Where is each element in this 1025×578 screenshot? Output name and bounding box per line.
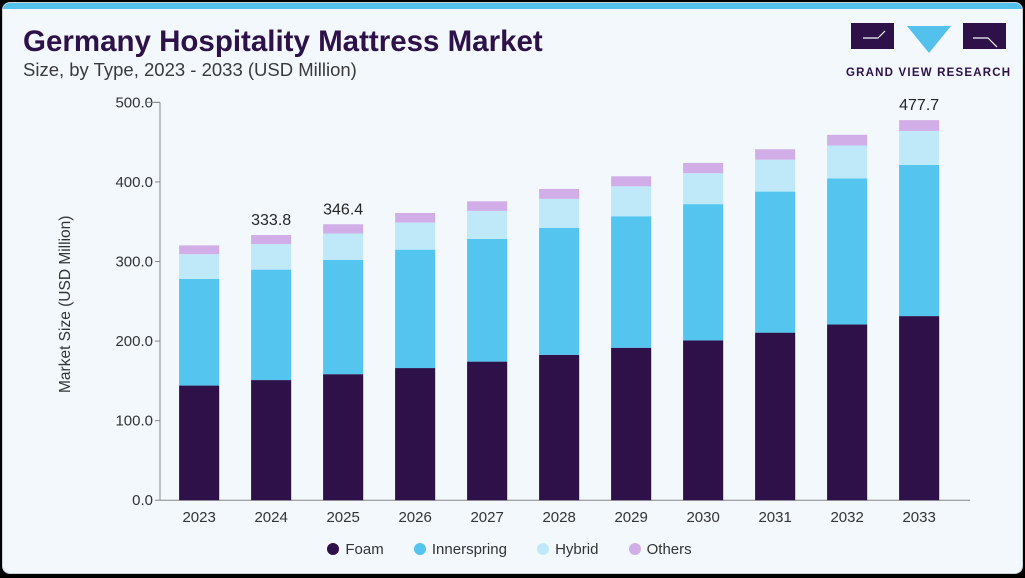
svg-text:0.0: 0.0 (132, 492, 153, 509)
svg-text:2025: 2025 (326, 509, 359, 526)
svg-text:400.0: 400.0 (115, 174, 153, 191)
svg-text:2031: 2031 (758, 509, 791, 526)
svg-text:100.0: 100.0 (115, 413, 153, 430)
svg-text:2029: 2029 (614, 509, 647, 526)
svg-text:2024: 2024 (254, 509, 287, 526)
svg-text:2023: 2023 (182, 509, 215, 526)
svg-text:2030: 2030 (686, 509, 719, 526)
svg-text:2027: 2027 (470, 509, 503, 526)
svg-text:2032: 2032 (830, 509, 863, 526)
svg-text:2026: 2026 (398, 509, 431, 526)
svg-text:300.0: 300.0 (115, 254, 153, 271)
svg-text:2028: 2028 (542, 509, 575, 526)
svg-text:346.4: 346.4 (323, 201, 363, 218)
svg-text:333.8: 333.8 (251, 212, 291, 229)
svg-text:200.0: 200.0 (115, 333, 153, 350)
svg-text:2033: 2033 (902, 509, 935, 526)
svg-text:477.7: 477.7 (899, 97, 939, 114)
